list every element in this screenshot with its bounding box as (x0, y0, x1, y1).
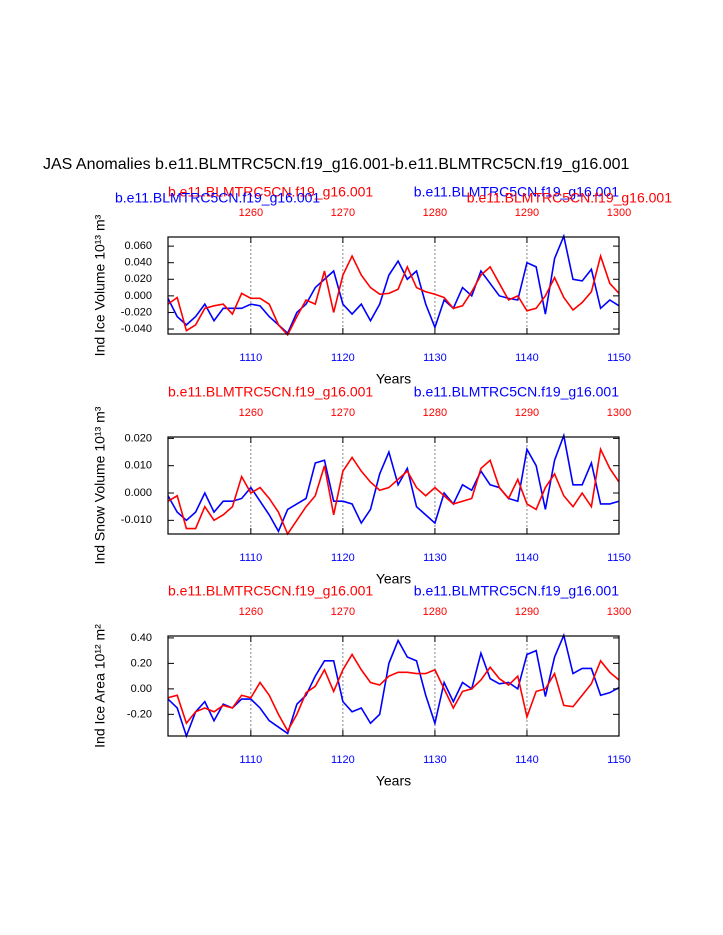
x-tick-label: 1110 (239, 754, 262, 766)
y-tick-label: 0.020 (124, 273, 152, 285)
x2-tick-label: 1300 (607, 207, 631, 219)
y-tick-label: -0.20 (127, 708, 152, 720)
y-tick-label: 0.000 (124, 487, 152, 499)
x-tick-label: 1120 (331, 352, 355, 364)
x-axis-title: Years (376, 571, 411, 587)
plot-frame (167, 236, 620, 335)
panel-label: b.e11.BLMTRC5CN.f19_g16.001 (115, 190, 320, 206)
series-line (167, 632, 620, 739)
panel-label: b.e11.BLMTRC5CN.f19_g16.001 (168, 583, 373, 599)
y-tick-label: -0.020 (121, 306, 152, 318)
x-tick-label: 1140 (515, 352, 539, 364)
x2-tick-label: 1300 (607, 606, 631, 618)
x2-tick-label: 1280 (423, 407, 447, 419)
series-line (167, 432, 620, 534)
x2-tick-label: 1300 (607, 407, 631, 419)
x-axis-title: Years (376, 773, 411, 789)
x2-tick-label: 1290 (515, 606, 539, 618)
x-tick-label: 1150 (607, 552, 631, 564)
x2-tick-label: 1270 (331, 407, 355, 419)
y-tick-label: 0.040 (124, 257, 152, 269)
x-tick-label: 1110 (239, 352, 262, 364)
y-tick-label: 0.20 (131, 657, 152, 669)
panel-label: b.e11.BLMTRC5CN.f19_g16.001 (414, 384, 619, 400)
x2-tick-label: 1270 (331, 606, 355, 618)
x-tick-label: 1110 (239, 552, 262, 564)
y-axis-title: Ind Ice Volume 10¹³ m³ (92, 214, 108, 356)
x-tick-label: 1140 (515, 754, 539, 766)
y-tick-label: -0.010 (121, 514, 152, 526)
y-axis-title: Ind Snow Volume 10¹³ m³ (92, 406, 108, 564)
y-tick-label: 0.010 (124, 460, 152, 472)
x-tick-label: 1120 (331, 754, 355, 766)
x-tick-label: 1120 (331, 552, 355, 564)
y-axis-title: Ind Ice Area 10¹² m² (92, 624, 108, 748)
series-line (167, 652, 620, 733)
x-tick-label: 1140 (515, 552, 539, 564)
series-line (167, 253, 620, 337)
x2-tick-label: 1270 (331, 207, 355, 219)
panel-label: b.e11.BLMTRC5CN.f19_g16.001 (467, 190, 672, 206)
x-tick-label: 1150 (607, 754, 631, 766)
panel-label: b.e11.BLMTRC5CN.f19_g16.001 (414, 583, 619, 599)
y-tick-label: 0.000 (124, 290, 152, 302)
x-tick-label: 1150 (607, 352, 631, 364)
x2-tick-label: 1260 (239, 207, 263, 219)
y-tick-label: 0.40 (131, 632, 152, 644)
x-tick-label: 1130 (423, 552, 447, 564)
series-line (167, 446, 620, 536)
panel-label: b.e11.BLMTRC5CN.f19_g16.001 (168, 184, 373, 200)
x2-tick-label: 1260 (239, 407, 263, 419)
y-tick-label: 0.00 (131, 683, 152, 695)
y-tick-label: -0.040 (121, 323, 152, 335)
x2-tick-label: 1260 (239, 606, 263, 618)
x2-tick-label: 1290 (515, 407, 539, 419)
x-axis-title: Years (376, 371, 411, 387)
y-tick-label: 0.060 (124, 240, 152, 252)
plot-frame (167, 436, 620, 535)
x-tick-label: 1130 (423, 352, 447, 364)
x-tick-label: 1130 (423, 754, 447, 766)
series-line (167, 233, 620, 335)
y-tick-label: 0.020 (124, 432, 152, 444)
x2-tick-label: 1280 (423, 606, 447, 618)
plot-frame (167, 635, 620, 737)
panel-label: b.e11.BLMTRC5CN.f19_g16.001 (168, 384, 373, 400)
main-title: JAS Anomalies b.e11.BLMTRC5CN.f19_g16.00… (43, 156, 630, 173)
x2-tick-label: 1280 (423, 207, 447, 219)
panel-label: b.e11.BLMTRC5CN.f19_g16.001 (414, 184, 619, 200)
x2-tick-label: 1290 (515, 207, 539, 219)
